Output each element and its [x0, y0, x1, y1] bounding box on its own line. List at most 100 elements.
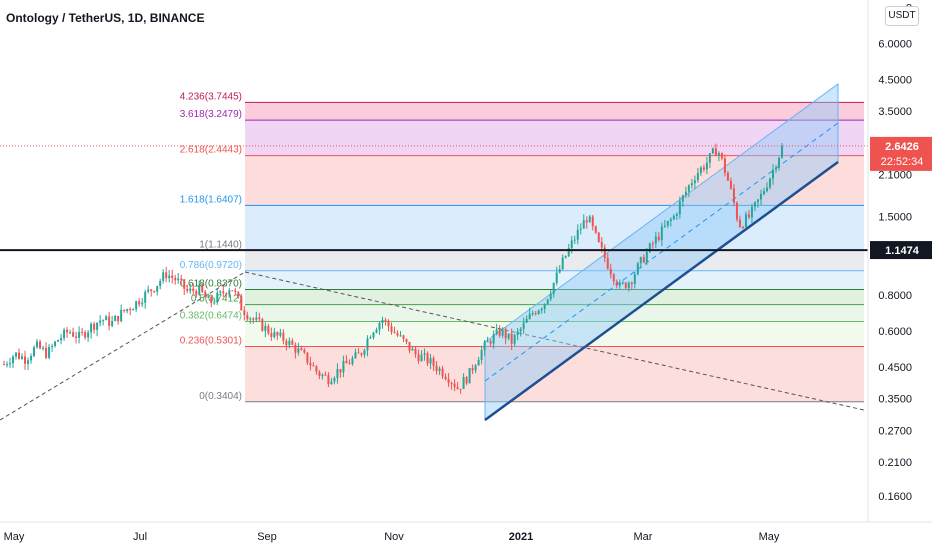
- candle-body: [781, 146, 783, 158]
- time-tick-label: Mar: [634, 531, 653, 543]
- candle-body: [192, 288, 195, 292]
- candle-body: [276, 332, 279, 336]
- candle-body: [423, 353, 426, 355]
- fib-level-label: 0.786(0.9720): [180, 260, 242, 271]
- candle-body: [621, 282, 624, 284]
- candle-body: [24, 356, 27, 364]
- time-tick-label: May: [4, 531, 25, 543]
- candle-body: [522, 322, 525, 329]
- fib-level-label: 0.382(0.6474): [180, 311, 242, 322]
- fib-level-label: 1.618(1.6407): [180, 194, 242, 205]
- candle-body: [774, 167, 777, 170]
- candle-body: [642, 257, 645, 263]
- candle-body: [294, 344, 297, 353]
- candle-body: [135, 301, 138, 310]
- candle-body: [675, 214, 678, 216]
- candle-body: [696, 173, 699, 181]
- candle-body: [222, 291, 225, 294]
- candle-body: [243, 310, 246, 316]
- time-tick-label: 2021: [509, 531, 533, 543]
- fib-level-label: 2.618(2.4443): [180, 145, 242, 156]
- candle-body: [159, 280, 162, 286]
- candle-body: [240, 296, 243, 311]
- candle-body: [66, 329, 69, 333]
- parallel-channel[interactable]: [484, 83, 839, 422]
- candle-body: [291, 340, 294, 345]
- candle-body: [759, 194, 762, 200]
- trend-line-down: [244, 271, 865, 411]
- candle-body: [60, 338, 63, 341]
- price-axis[interactable]: 86.00004.50003.50002.10001.50000.80000.6…: [867, 0, 932, 522]
- candle-body: [585, 220, 588, 223]
- candle-body: [378, 322, 381, 330]
- candle-body: [354, 352, 357, 359]
- time-axis[interactable]: May Jul Sep Nov 2021 Mar May: [0, 521, 932, 543]
- candle-body: [687, 185, 690, 192]
- candle-body: [81, 331, 84, 333]
- candle-body: [456, 387, 459, 389]
- candle-body: [255, 317, 258, 320]
- candle-body: [3, 364, 5, 366]
- candle-body: [36, 341, 39, 348]
- candle-body: [12, 356, 15, 364]
- candle-body: [498, 329, 501, 336]
- candle-body: [198, 284, 201, 295]
- candle-body: [261, 319, 264, 331]
- candle-body: [693, 180, 696, 184]
- candle-body: [495, 329, 498, 335]
- candle-body: [246, 315, 249, 320]
- candle-body: [462, 377, 465, 389]
- candle-body: [618, 282, 621, 286]
- price-tick-label: 1.5000: [878, 212, 912, 224]
- candle-body: [339, 369, 342, 373]
- candle-body: [492, 334, 495, 344]
- fib-level-label: 0.236(0.5301): [180, 335, 242, 346]
- candle-body: [627, 282, 630, 288]
- candle-body: [501, 329, 504, 336]
- candle-body: [630, 282, 633, 285]
- candle-body: [120, 309, 123, 322]
- price-tick-label: 4.5000: [878, 74, 912, 86]
- price-tick-label: 6.0000: [878, 38, 912, 50]
- candle-body: [252, 318, 255, 320]
- candle-body: [216, 292, 219, 303]
- candle-body: [372, 332, 375, 338]
- candle-body: [768, 178, 771, 188]
- candle-body: [552, 282, 555, 294]
- candle-body: [174, 277, 177, 281]
- trend-line-up: [0, 271, 246, 421]
- channel-support-line: [484, 160, 839, 422]
- candle-body: [579, 228, 582, 230]
- candle-body: [651, 243, 654, 245]
- price-tick-label: 0.6000: [878, 326, 912, 338]
- fibonacci-extension[interactable]: 4.236(3.7445) 3.618(3.2479) 2.618(2.4443) 1…: [0, 91, 865, 421]
- currency-badge[interactable]: USDT: [885, 6, 919, 26]
- candle-body: [180, 278, 183, 280]
- candle-body: [387, 320, 390, 327]
- candle-body: [435, 365, 438, 371]
- time-tick-label: Sep: [257, 531, 277, 543]
- candle-body: [594, 226, 597, 233]
- price-tick-label: 0.2700: [878, 426, 912, 438]
- candle-body: [417, 354, 420, 362]
- candle-body: [624, 282, 627, 288]
- candle-body: [486, 341, 489, 343]
- candle-body: [258, 317, 261, 320]
- candle-body: [321, 374, 324, 376]
- candle-body: [663, 225, 666, 227]
- fib-level-label: 1(1.1440): [199, 239, 242, 250]
- candle-body: [303, 349, 306, 353]
- fib-band: [245, 205, 864, 251]
- candle-body: [504, 329, 507, 339]
- candle-body: [570, 240, 573, 248]
- candle-body: [468, 367, 471, 384]
- candle-body: [18, 352, 21, 359]
- candle-body: [414, 348, 417, 355]
- candle-body: [639, 257, 642, 264]
- candle-body: [45, 347, 48, 358]
- candle-body: [78, 331, 81, 338]
- candle-body: [600, 242, 603, 248]
- candle-body: [714, 148, 717, 156]
